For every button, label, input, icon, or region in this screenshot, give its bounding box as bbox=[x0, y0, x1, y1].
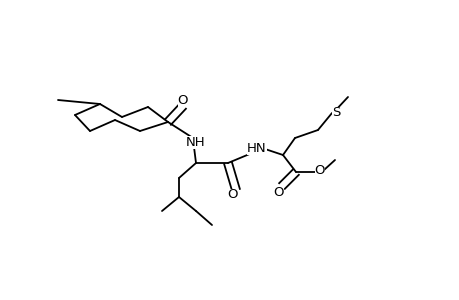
Text: NH: NH bbox=[186, 136, 205, 148]
Text: O: O bbox=[227, 188, 238, 202]
Text: O: O bbox=[273, 187, 284, 200]
Text: HN: HN bbox=[246, 142, 266, 154]
Text: O: O bbox=[314, 164, 325, 178]
Text: O: O bbox=[177, 94, 188, 106]
Text: S: S bbox=[331, 106, 340, 119]
